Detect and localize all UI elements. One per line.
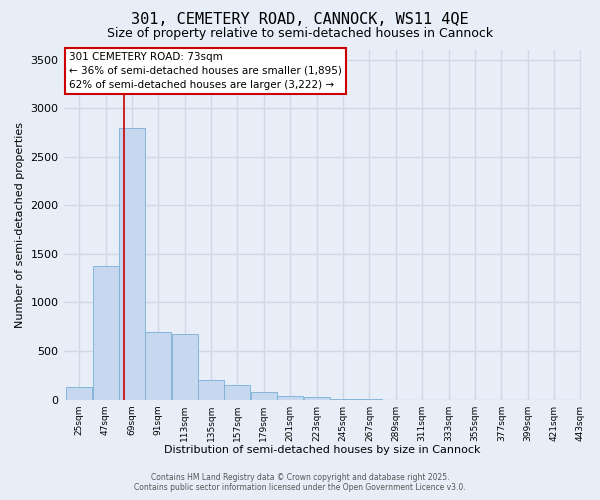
Bar <box>172 334 197 400</box>
Bar <box>198 380 224 400</box>
Y-axis label: Number of semi-detached properties: Number of semi-detached properties <box>15 122 25 328</box>
Text: Contains HM Land Registry data © Crown copyright and database right 2025.
Contai: Contains HM Land Registry data © Crown c… <box>134 473 466 492</box>
Text: 301, CEMETERY ROAD, CANNOCK, WS11 4QE: 301, CEMETERY ROAD, CANNOCK, WS11 4QE <box>131 12 469 28</box>
Text: Size of property relative to semi-detached houses in Cannock: Size of property relative to semi-detach… <box>107 28 493 40</box>
Bar <box>304 397 329 400</box>
X-axis label: Distribution of semi-detached houses by size in Cannock: Distribution of semi-detached houses by … <box>164 445 480 455</box>
Bar <box>66 388 92 400</box>
Bar <box>145 332 172 400</box>
Bar <box>119 128 145 400</box>
Bar <box>277 396 303 400</box>
Bar <box>92 266 119 400</box>
Bar <box>251 392 277 400</box>
Bar <box>224 384 250 400</box>
Text: 301 CEMETERY ROAD: 73sqm
← 36% of semi-detached houses are smaller (1,895)
62% o: 301 CEMETERY ROAD: 73sqm ← 36% of semi-d… <box>69 52 341 90</box>
